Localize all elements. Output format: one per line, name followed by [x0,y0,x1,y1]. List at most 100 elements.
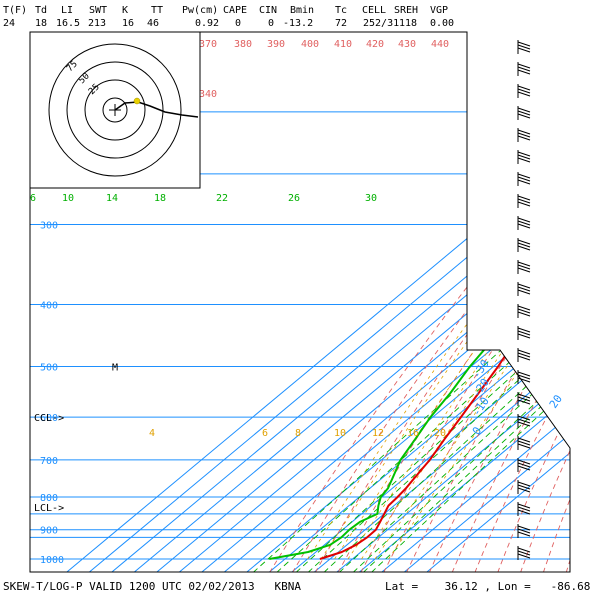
pressure-label: 500 [40,362,58,373]
level-marker-label: CCL-> [34,413,64,424]
mixing-ratio-line [370,304,570,572]
lat-value: 36.12 [444,580,478,593]
lower-mixing-label: 8 [295,428,301,439]
plot-frame [29,31,571,573]
header-value: 252/31 [363,18,400,29]
header-label: Bmin [290,5,315,16]
header-value: 0 [235,18,242,29]
plot-border [29,31,571,573]
wind-barb-flag [517,509,531,515]
dry-adiabat-label: 390 [267,39,285,50]
mixing-ratio-line [338,304,570,572]
header-label: Tc [335,5,348,16]
dry-adiabat-label: 420 [366,39,384,50]
lon-label: , Lon = [484,580,531,593]
mixing-ratio-line [307,304,570,572]
wind-barb-flag [517,352,531,358]
header-label: K [122,5,129,16]
mixing-ratio-label: 18 [154,193,166,204]
dry-adiabat-label: 430 [398,39,416,50]
wind-barb-flag [517,330,531,336]
header-label: Td [35,5,48,16]
hodograph-ring [102,97,128,123]
dry-adiabat-label: 440 [431,39,449,50]
wind-barb-flag [517,393,531,399]
wind-barb-flag [517,176,531,182]
dry-adiabat-line [360,32,570,572]
wind-barb-flag [517,242,531,248]
header-value: 0.00 [430,18,455,29]
hodograph-ring [84,79,146,141]
header-value: 18 [35,18,48,29]
wind-barb-flag [517,157,531,163]
wind-barb-flag [517,283,531,289]
wind-barb-flag [517,525,531,531]
wind-barb-flag [517,503,531,509]
wind-barb-flag [517,151,531,157]
hodograph-trace [114,101,199,118]
wind-barb-flag [517,396,531,402]
wind-barb-flag [517,132,531,138]
wind-barb-flag [517,415,531,421]
wind-barb-flag [517,399,531,405]
wind-barb-flag [517,553,531,559]
dry-adiabat-line [474,32,570,572]
pressure-label: 400 [40,300,58,311]
header-label: SWT [89,5,108,16]
wind-barb-flag [517,289,531,295]
station-id: KBNA [274,580,302,593]
header-label: T(F) [3,5,28,16]
header-value: 118 [399,18,418,29]
moist-adiabat-line [388,224,570,560]
wind-barb-flag [517,44,531,50]
wind-barb-flag [517,217,531,223]
wind-barb-flag [517,311,531,317]
wind-barb-flag [517,305,531,311]
dry-adiabat-line [314,32,570,572]
wind-barb-flag [517,41,531,47]
wind-barb-flag [517,531,531,537]
mixing-ratio-line [252,304,553,572]
dewpoint-profile-line [269,32,570,560]
pressure-label: 700 [40,456,58,467]
wind-barb-flag [517,261,531,267]
mixing-ratio-label: 30 [365,193,377,204]
wind-barb-flag [517,440,531,446]
dry-adiabat-label: 370 [199,39,217,50]
header-value: 0 [268,18,275,29]
wind-barb-flag [517,528,531,534]
wind-barb-flag [517,550,531,556]
header-value: 16.5 [56,18,81,29]
wind-barb-flag [517,333,531,339]
header-label: LI [61,5,74,16]
wind-barb-flag [517,484,531,490]
isotherm-line [358,32,570,572]
isotherm-line [178,32,570,572]
wind-barb-flag [517,437,531,443]
dry-adiabat-line [337,32,570,572]
wind-barb-flag [517,327,531,333]
isotherm-line [425,32,570,572]
mixing-ratio-line [276,304,570,572]
pressure-label: 600 [40,413,58,424]
header-label: SREH [394,5,419,16]
lower-mixing-label: 6 [262,428,268,439]
wind-barb-flag [517,308,531,314]
dry-adiabat-line [520,32,570,572]
wind-barb-flag [517,198,531,204]
header-label: CELL [362,5,387,16]
sounding-profiles [269,32,570,560]
wind-barb-flag [517,443,531,449]
header-label: Pw(cm) [182,5,219,16]
wind-barb-flag [517,113,531,119]
isotherm-line [313,32,570,572]
isotherm-line [200,32,570,572]
header-label: CAPE [223,5,248,16]
chart-title: SKEW-T/LOG-P VALID 1200 UTC 02/02/2013 K… [3,581,301,593]
dry-adiabat-line [405,32,570,572]
wind-barb-flag [517,154,531,160]
isotherm-line [335,32,570,572]
dry-adiabat-label: 380 [234,39,252,50]
isotherm-line [403,32,570,572]
